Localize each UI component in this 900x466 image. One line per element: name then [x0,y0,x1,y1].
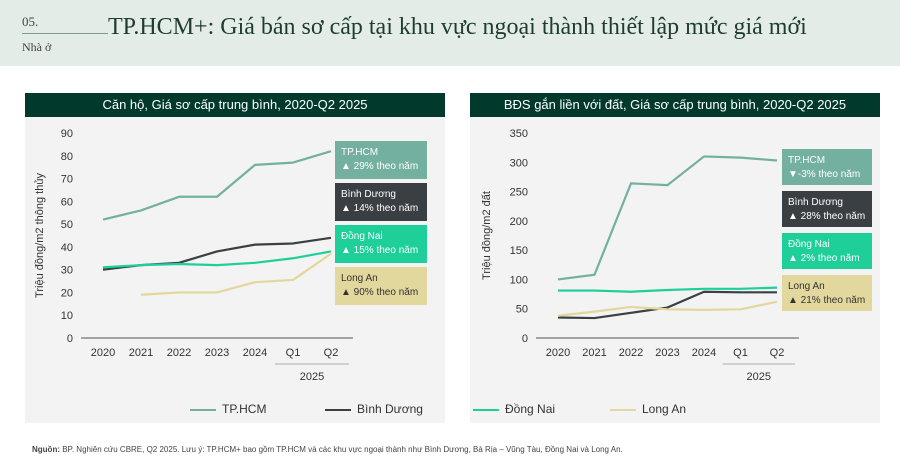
x-tick-label: 2023 [655,347,679,359]
y-tick-label: 0 [67,333,73,345]
x-tick-label: 2022 [619,347,643,359]
legend-label: Long An [642,402,687,416]
landed-chart-title: BĐS gắn liền với đất, Giá sơ cấp trung b… [470,93,880,117]
x-tick-label: 2023 [205,347,229,359]
annotation-change: ▲ 90% theo năm [341,287,418,298]
section-name: Nhà ở [22,40,52,54]
series-line-binhduong [557,290,777,320]
annotation-change: ▲ 15% theo năm [341,245,418,256]
annotation-box-dongnai [782,233,872,269]
y-tick-label: 350 [510,128,528,140]
y-tick-label: 30 [61,265,73,277]
annotation-change: ▲ 29% theo năm [341,161,418,172]
annotation-box-binhduong [782,191,872,227]
landed-price-chart: Triệu đồng/m2 đất 0 50 100 150 200 250 300 350 20… [481,128,872,383]
annotation-box-longan [782,275,872,311]
series-line-longan [557,300,778,317]
x-tick-label: 2022 [167,347,191,359]
y-tick-label: 100 [510,274,528,286]
annotation-change: ▼-3% theo năm [788,169,860,180]
annotation-name: Long An [341,273,378,284]
annotation-box-longan [335,267,427,305]
y-tick-label: 10 [61,310,73,322]
x-group-label: 2025 [300,371,324,383]
landed-chart-panel: BĐS gắn liền với đất, Giá sơ cấp trung b… [470,93,880,423]
annotation-box-tphcm [782,149,872,185]
y-tick-label: 200 [510,216,528,228]
annotation-box-binhduong [335,183,427,221]
x-tick-label: Q1 [286,347,301,359]
legend-swatch-dongnai [473,409,499,411]
source-label: Nguồn: [32,445,60,454]
legend-label: TP.HCM [222,402,267,416]
y-axis-label: Triệu đồng/m2 thông thủy [34,173,46,298]
series-line-tphcm [557,155,778,281]
apartment-price-chart: Triệu đồng/m2 thông thủy 0 10 20 30 40 50 60 70 8… [34,128,427,383]
source-text: BP. Nghiên cứu CBRE, Q2 2025. Lưu ý: TP.… [60,445,623,454]
x-tick-label: Q2 [324,347,339,359]
series-line-dongnai [558,286,778,293]
y-tick-label: 150 [510,245,528,257]
x-tick-label: Q2 [770,347,785,359]
annotation-name: Bình Dương [788,197,843,208]
series-line-tphcm [102,150,332,221]
y-tick-label: 70 [61,174,73,186]
x-tick-label: 2021 [129,347,153,359]
apartment-chart-panel: Căn hộ, Giá sơ cấp trung bình, 2020-Q2 2… [25,93,445,423]
annotation-change: ▲ 21% theo năm [788,295,865,306]
section-number: 05. [22,14,39,29]
y-tick-label: 250 [510,187,528,199]
annotation-name: Đồng Nai [788,238,830,250]
chart-legend: TP.HCM Bình Dương Đồng Nai Long An [190,402,890,422]
annotation-name: TP.HCM [788,155,825,166]
x-tick-label: 2020 [546,347,570,359]
y-tick-label: 50 [61,219,73,231]
x-group-label: 2025 [747,371,771,383]
y-tick-label: 0 [522,333,528,345]
x-tick-label: 2024 [243,347,267,359]
y-axis-label: Triệu đồng/m2 đất [481,191,493,280]
annotation-name: TP.HCM [341,147,378,158]
section-divider [22,33,108,34]
annotation-change: ▲ 28% theo năm [788,211,865,222]
y-tick-label: 60 [61,196,73,208]
y-tick-label: 50 [516,304,528,316]
legend-label: Bình Dương [357,402,423,416]
legend-swatch-binhduong [325,409,351,411]
header-band [0,0,900,66]
annotation-name: Long An [788,281,825,292]
series-line-longan [140,252,332,296]
y-tick-label: 20 [61,287,73,299]
y-tick-label: 80 [61,151,73,163]
legend-swatch-longan [610,409,636,411]
y-tick-label: 90 [61,128,73,140]
annotation-box-dongnai [335,225,427,263]
y-tick-label: 300 [510,157,528,169]
annotation-change: ▲ 2% theo năm [788,253,860,264]
series-line-dongnai [102,250,332,269]
annotation-name: Đồng Nai [341,230,383,242]
apartment-chart-title: Căn hộ, Giá sơ cấp trung bình, 2020-Q2 2… [25,93,445,117]
annotation-name: Bình Dương [341,189,396,200]
y-tick-label: 40 [61,242,73,254]
legend-label: Đồng Nai [505,402,556,416]
x-tick-label: 2020 [91,347,115,359]
x-tick-label: Q1 [733,347,748,359]
x-tick-label: 2024 [692,347,716,359]
annotation-change: ▲ 14% theo năm [341,203,418,214]
x-tick-label: 2021 [582,347,606,359]
annotation-box-tphcm [335,141,427,179]
legend-swatch-tphcm [190,409,216,411]
source-note: Nguồn: BP. Nghiên cứu CBRE, Q2 2025. Lưu… [32,445,872,454]
page-title: TP.HCM+: Giá bán sơ cấp tại khu vực ngoạ… [108,14,807,40]
